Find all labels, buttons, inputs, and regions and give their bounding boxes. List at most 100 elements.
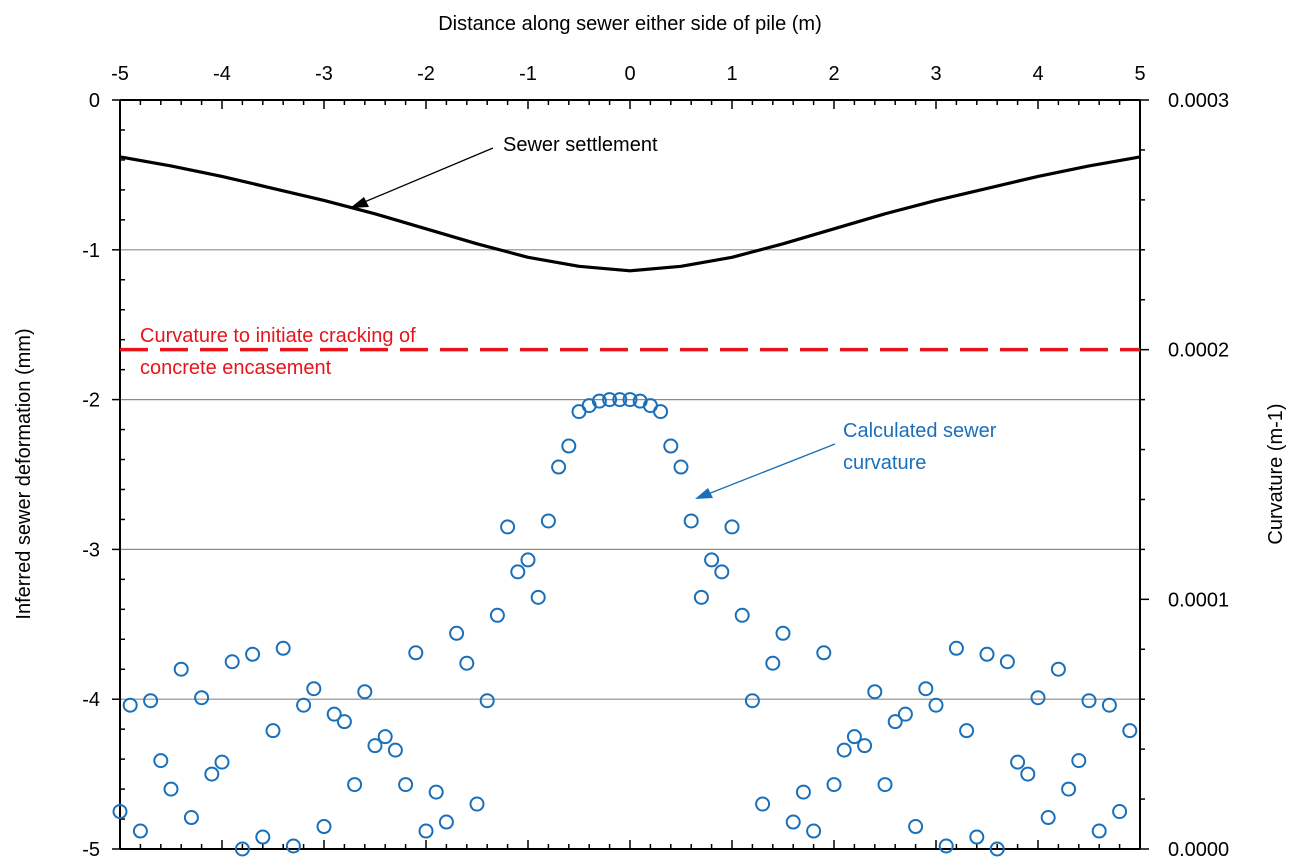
y-tick-label: -2 [82,390,100,412]
curvature-point [367,738,383,754]
curvature-point [336,714,352,730]
curvature-point [428,784,444,800]
curvature-point [795,784,811,800]
curvature-point [173,661,189,677]
curvature-point [1101,697,1117,713]
curvature-point [602,392,618,408]
curvature-point [806,823,822,839]
y-tick-label: 0 [89,90,100,112]
curvature-point [540,513,556,529]
curvature-point [408,645,424,661]
curvature-point [551,459,567,475]
curvature-point [887,714,903,730]
curvature-point [928,697,944,713]
curvature-point [989,841,1005,857]
curvature-point [999,654,1015,670]
curvature-point [877,777,893,793]
curvature-point [285,838,301,854]
curvature-point [459,655,475,671]
curvature-point [775,625,791,641]
curvature-point [265,723,281,739]
curvature-point [1122,723,1138,739]
curvature-point [326,706,342,722]
curvature-point [979,646,995,662]
curvature-point [836,742,852,758]
curvature-point [214,754,230,770]
curvature-point [948,640,964,656]
curvature-point [969,829,985,845]
y2-tick-label: 0.0001 [1168,589,1229,611]
curvature-point [959,723,975,739]
curvature-point [530,589,546,605]
x-tick-label: 3 [930,63,941,85]
tick-labels: -5 -4 -3 -2 -1 0 1 2 3 4 5 0 -1 -2 -3 -4 -5 0.0003 0.0002 0… [82,63,1229,861]
curvature-point [938,838,954,854]
y2-tick-label: 0.0000 [1168,839,1229,861]
curvature-point [1081,693,1097,709]
curvature-point [469,796,485,812]
curvature-point [1030,690,1046,706]
curvature-point [704,552,720,568]
curvature-point [693,589,709,605]
curvature-point [1112,804,1128,820]
curvature-point [867,684,883,700]
curvature-arrow [707,443,836,495]
curvature-point [387,742,403,758]
y-tick-label: -4 [82,689,100,711]
curvature-point [377,729,393,745]
curvature-point [561,438,577,454]
curvature-point [143,693,159,709]
curvature-point [418,823,434,839]
x-tick-label: -1 [519,63,537,85]
curvature-point [449,625,465,641]
curvature-point [510,564,526,580]
x-tick-label: -2 [417,63,435,85]
curvature-point [306,681,322,697]
curvature-arrowhead [695,488,713,499]
curvature-point [245,646,261,662]
curvature-point [908,819,924,835]
curvature-point [163,781,179,797]
curvature-point [826,777,842,793]
curvature-point [622,392,638,408]
curvature-point [234,841,250,857]
curvature-point [724,519,740,535]
y2-tick-label: 0.0002 [1168,340,1229,362]
curvature-point [275,640,291,656]
curvature-point [1061,781,1077,797]
curvature-point [296,697,312,713]
y-axis-title: Inferred sewer deformation (mm) [13,328,35,619]
curvature-point [132,823,148,839]
curvature-point [438,814,454,830]
curvature-point [398,777,414,793]
curvature-point [734,607,750,623]
curvature-point [500,519,516,535]
annotation-cracking-line1: Curvature to initiate cracking of [140,325,416,347]
curvature-point [755,796,771,812]
curvature-point [918,681,934,697]
curvature-point [112,804,128,820]
curvature-point [1020,766,1036,782]
curvature-point [1091,823,1107,839]
axes [112,99,1149,850]
curvature-point [683,513,699,529]
curvature-point [224,654,240,670]
curvature-point [857,738,873,754]
x-tick-label: 0 [624,63,635,85]
curvature-point [357,684,373,700]
curvature-point [183,810,199,826]
annotation-sewer-settlement: Sewer settlement [503,134,658,156]
curvature-point [1050,661,1066,677]
curvature-point [663,438,679,454]
series [112,155,1141,857]
curvature-point [520,552,536,568]
y-tick-label: -3 [82,539,100,561]
x-axis-title: Distance along sewer either side of pile… [438,13,822,35]
x-tick-label: 2 [828,63,839,85]
curvature-point [489,607,505,623]
y2-tick-label: 0.0003 [1168,90,1229,112]
curvature-point [479,693,495,709]
curvature-point [1010,754,1026,770]
curvature-point [744,693,760,709]
